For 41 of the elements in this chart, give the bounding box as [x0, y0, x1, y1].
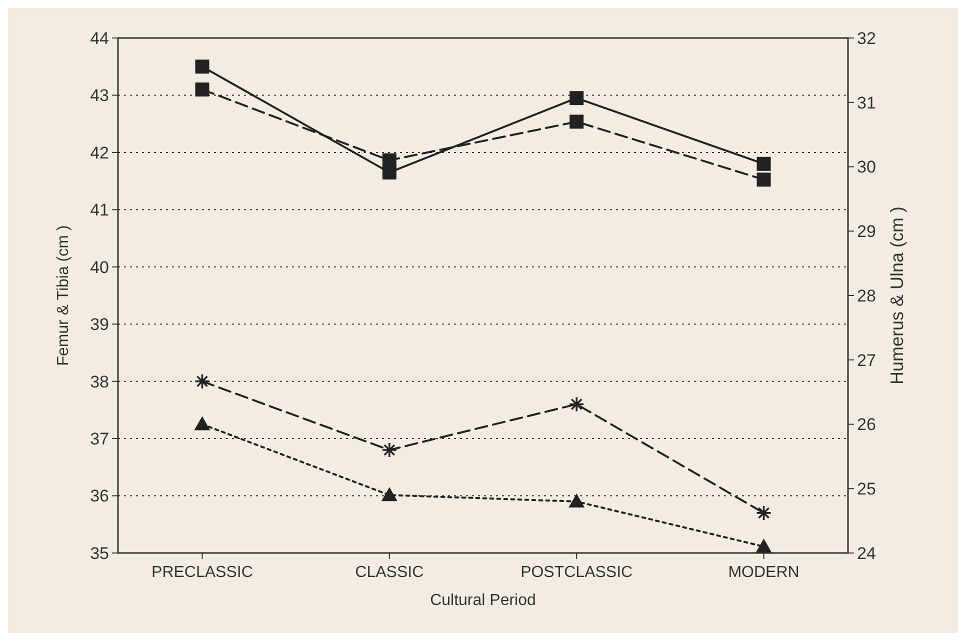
- y-tick-label: 35: [90, 544, 109, 563]
- x-axis-title: Cultural Period: [430, 592, 536, 609]
- point: [568, 494, 585, 508]
- y2-tick-label: 30: [857, 158, 876, 177]
- point: [756, 538, 772, 553]
- point: [756, 505, 772, 521]
- point: [195, 82, 210, 96]
- y-tick-label: 42: [90, 143, 109, 162]
- y2-tick-label: 28: [857, 286, 876, 306]
- y-tick-label: 41: [90, 200, 109, 220]
- y-tick-label: 36: [90, 486, 109, 506]
- point: [568, 396, 584, 412]
- y-tick-label: 37: [90, 430, 109, 449]
- x-tick-label: CLASSIC: [355, 564, 424, 581]
- point: [570, 114, 584, 129]
- y2-tick-label: 25: [857, 480, 876, 499]
- y-axis-title: Femur & Tibia (cm ): [55, 225, 72, 366]
- point: [195, 60, 210, 74]
- y-tick-label: 39: [90, 315, 109, 334]
- y2-tick-label: 29: [857, 222, 876, 242]
- point: [756, 156, 771, 171]
- x-tick-label: MODERN: [728, 564, 800, 581]
- y-tick-label: 40: [90, 258, 109, 277]
- y2-tick-label: 31: [857, 93, 876, 112]
- point: [381, 487, 398, 502]
- point: [382, 442, 398, 458]
- y2-tick-label: 32: [857, 28, 876, 48]
- point: [570, 91, 584, 106]
- y2-tick-label: 27: [857, 350, 876, 370]
- y-tick-label: 44: [90, 28, 109, 48]
- y-tick-label: 43: [90, 86, 109, 106]
- y2-tick-label: 24: [857, 544, 876, 563]
- point: [194, 416, 210, 430]
- x-tick-label: PRECLASSIC: [152, 564, 253, 581]
- y2-axis-title: Humerus & Ulna (cm ): [887, 206, 907, 385]
- y2-tick-label: 26: [857, 415, 876, 434]
- x-tick-label: POSTCLASSIC: [520, 564, 633, 581]
- y-tick-label: 38: [90, 372, 109, 392]
- point: [756, 172, 771, 187]
- point: [194, 373, 210, 390]
- point: [382, 153, 396, 168]
